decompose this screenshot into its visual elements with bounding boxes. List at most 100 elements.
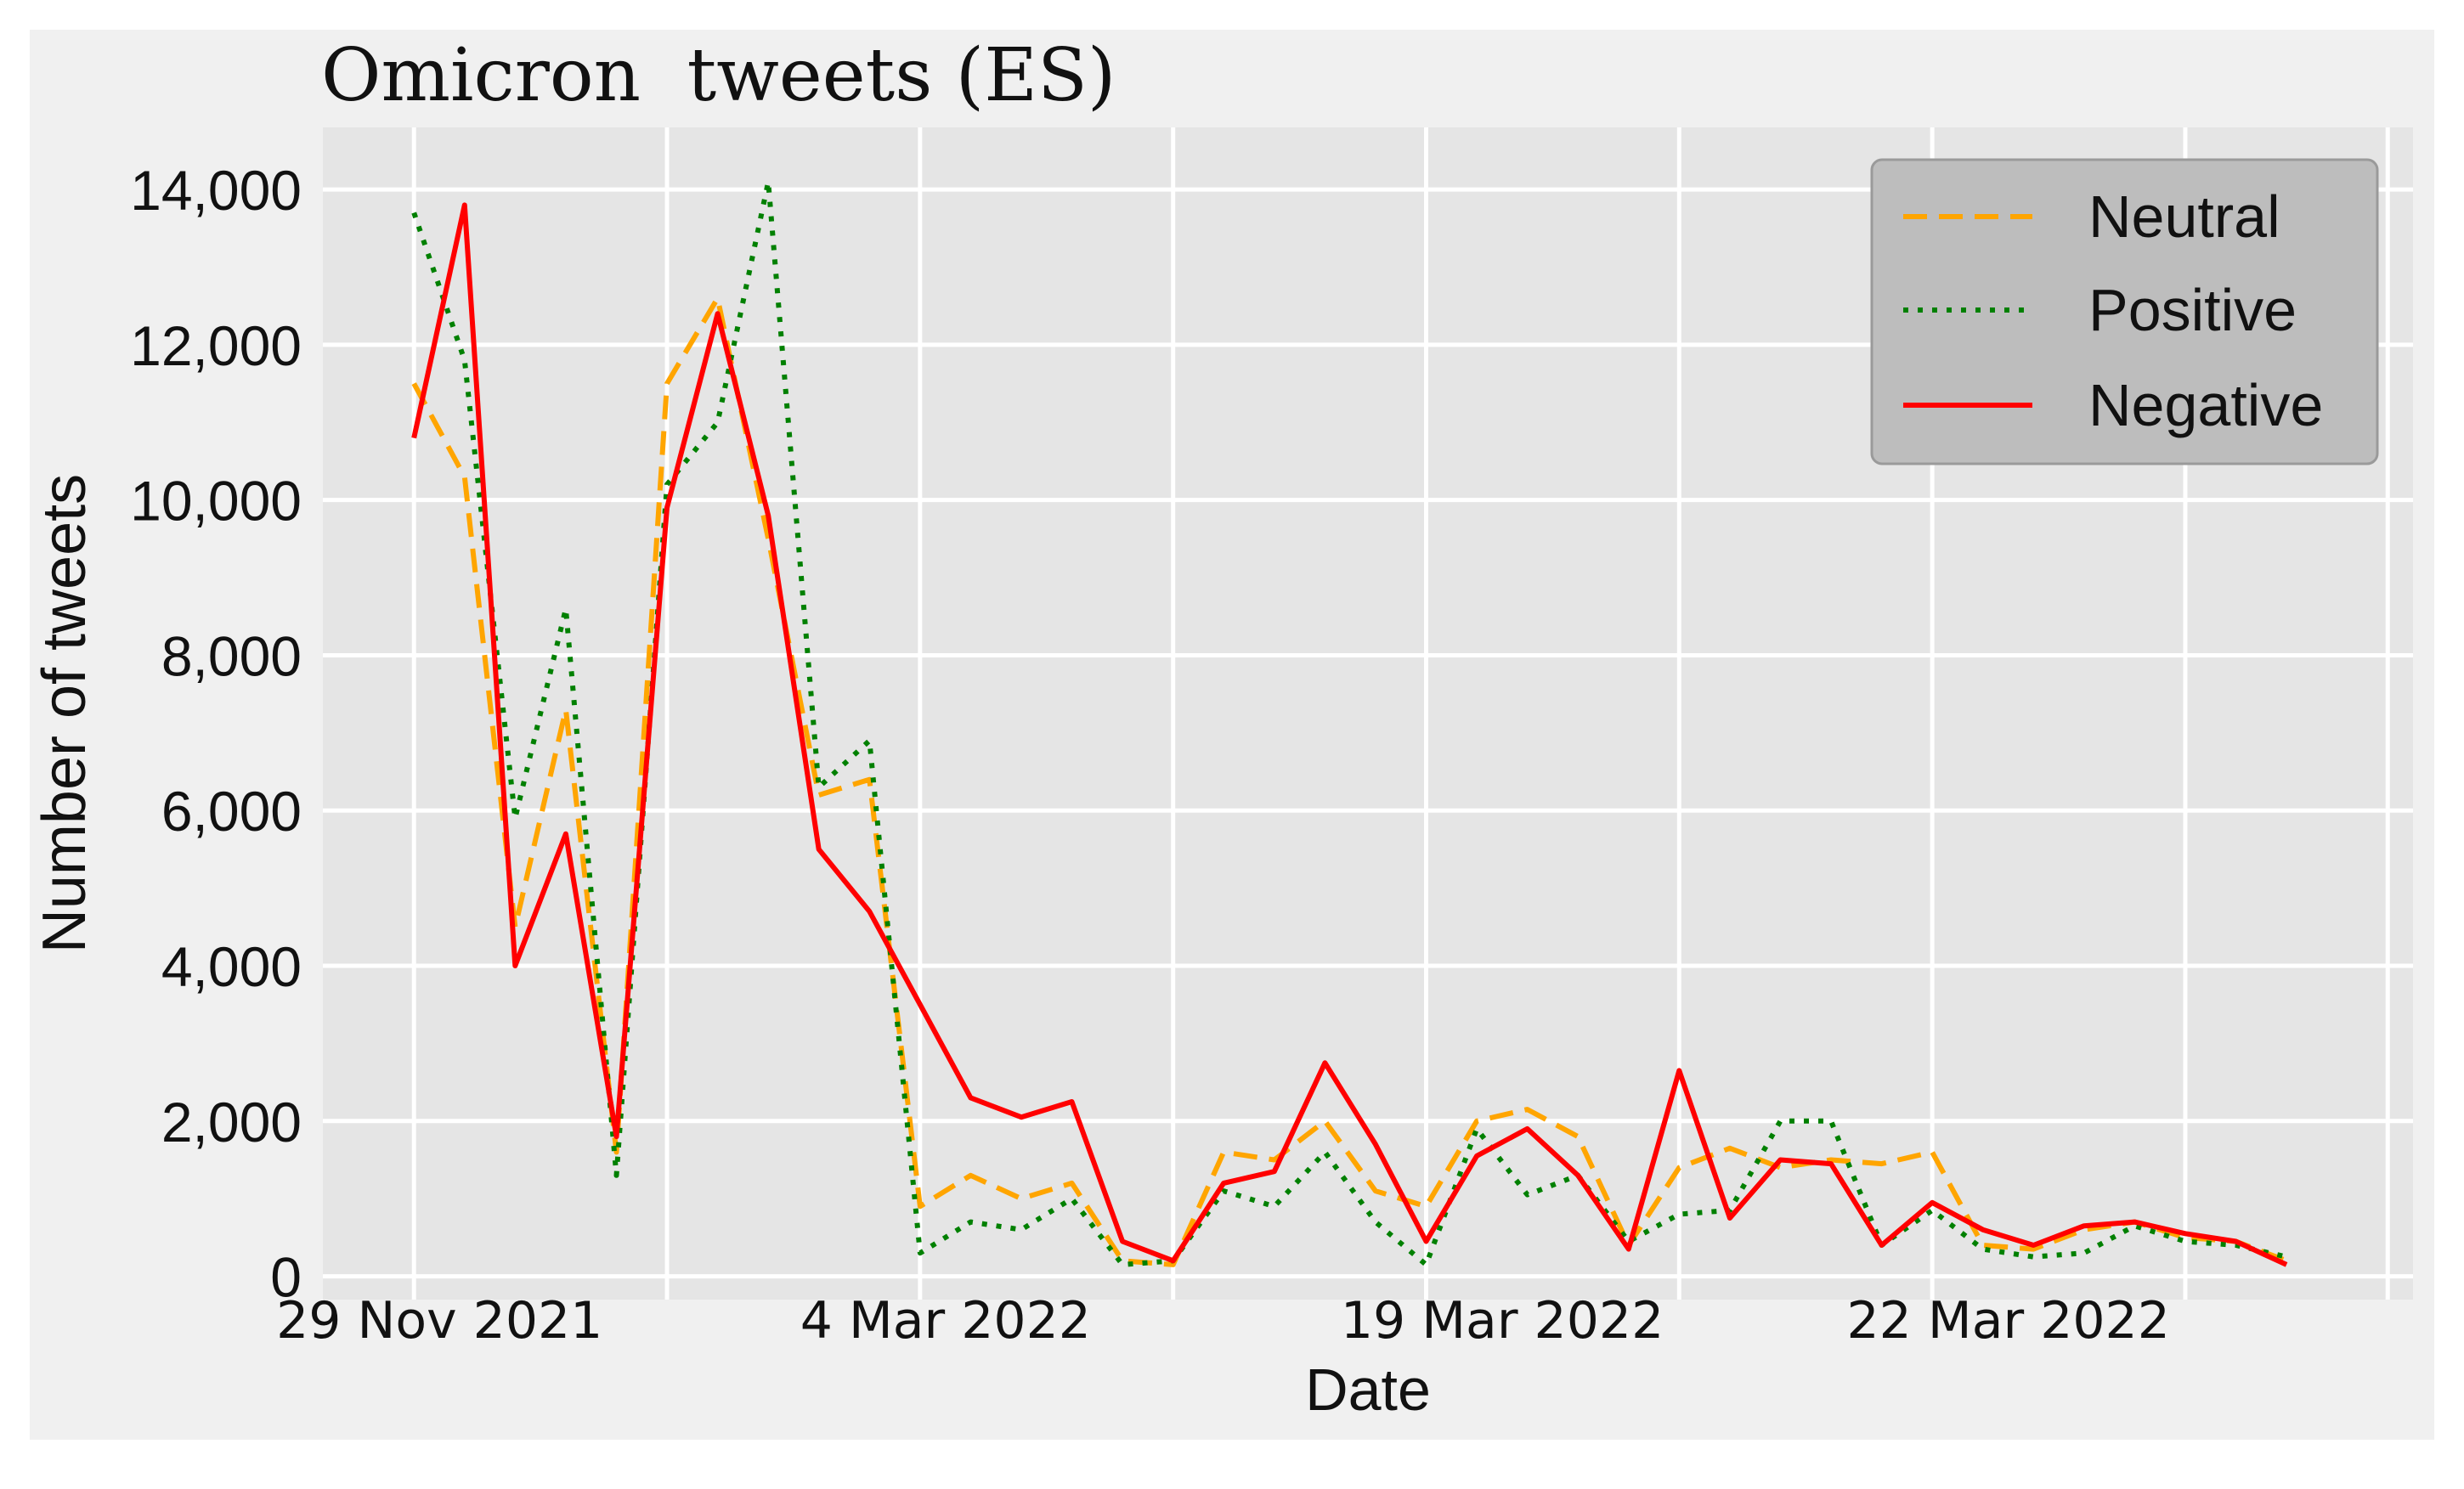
data-point-negative — [1578, 1175, 1579, 1176]
x-tick-label: 4 Mar 2022 — [800, 1291, 1091, 1351]
data-point-positive — [768, 182, 769, 183]
data-point-negative — [2033, 1245, 2034, 1246]
x-tick-labels: 29 Nov 2021 4 Mar 2022 19 Mar 2022 22 Mar 2… — [276, 1291, 2170, 1351]
data-point-neutral — [1831, 1159, 1832, 1160]
data-point-negative — [1679, 1070, 1680, 1071]
data-point-neutral — [616, 1152, 617, 1153]
data-point-positive — [414, 212, 415, 213]
x-axis-label: Date — [1305, 1356, 1431, 1423]
data-point-negative — [1477, 1155, 1478, 1156]
data-point-neutral — [2185, 1237, 2186, 1238]
data-point-negative — [1982, 1229, 1983, 1230]
data-point-positive — [1122, 1264, 1123, 1265]
data-point-positive — [515, 818, 516, 819]
data-point-negative — [1881, 1245, 1882, 1246]
y-tick-label: 2,000 — [161, 1091, 302, 1153]
data-point-positive — [1527, 1194, 1528, 1195]
data-point-negative — [464, 205, 465, 206]
data-point-neutral — [1578, 1136, 1579, 1137]
x-tick-label: 22 Mar 2022 — [1847, 1291, 2170, 1351]
chart-title: Omicron tweets (ES) — [321, 33, 1116, 118]
data-point-neutral — [1477, 1120, 1478, 1121]
data-point-positive — [2185, 1241, 2186, 1242]
data-point-neutral — [818, 795, 819, 796]
data-point-negative — [667, 507, 668, 508]
data-point-neutral — [1982, 1245, 1983, 1246]
data-point-positive — [1375, 1221, 1376, 1222]
data-point-negative — [1527, 1128, 1528, 1129]
series-lines — [411, 179, 2288, 1267]
data-point-positive — [2235, 1245, 2236, 1246]
data-point-neutral — [2083, 1229, 2084, 1230]
data-point-negative — [970, 1097, 971, 1098]
data-point-neutral — [414, 383, 415, 384]
data-point-neutral — [1375, 1191, 1376, 1192]
data-point-negative — [1071, 1102, 1072, 1103]
data-point-negative — [616, 1136, 617, 1137]
data-point-positive — [717, 422, 718, 423]
data-point-negative — [1831, 1164, 1832, 1165]
y-tick-label: 4,000 — [161, 935, 302, 998]
x-tick-label: 19 Mar 2022 — [1341, 1291, 1664, 1351]
data-point-neutral — [970, 1175, 971, 1176]
data-point-negative — [2083, 1226, 2084, 1227]
data-point-negative — [2185, 1233, 2186, 1234]
data-point-positive — [2033, 1256, 2034, 1257]
series-line-positive — [411, 179, 2287, 1267]
data-point-neutral — [869, 779, 870, 780]
data-point-positive — [2286, 1256, 2287, 1257]
data-point-neutral — [1932, 1152, 1933, 1153]
data-point-neutral — [717, 298, 718, 299]
data-point-neutral — [1679, 1167, 1680, 1168]
x-tick-label: 29 Nov 2021 — [276, 1291, 602, 1351]
data-point-neutral — [1071, 1182, 1072, 1183]
data-point-positive — [2083, 1253, 2084, 1254]
data-point-negative — [919, 1004, 920, 1005]
series-line-neutral — [411, 296, 2288, 1267]
data-point-negative — [1780, 1159, 1781, 1160]
legend-label-positive: Positive — [2088, 277, 2297, 343]
y-tick-label: 6,000 — [161, 780, 302, 843]
data-point-negative — [565, 833, 566, 834]
data-point-positive — [1780, 1120, 1781, 1121]
data-point-neutral — [1426, 1206, 1427, 1207]
data-point-negative — [1426, 1241, 1427, 1242]
data-point-neutral — [1780, 1167, 1781, 1168]
data-point-positive — [1426, 1264, 1427, 1265]
data-point-negative — [1729, 1218, 1730, 1219]
series-line-negative — [411, 202, 2288, 1267]
y-tick-label: 8,000 — [161, 624, 302, 687]
y-tick-labels: 0 2,000 4,000 6,000 8,000 10,000 12,000 14,000 — [130, 159, 302, 1308]
y-tick-label: 0 — [270, 1246, 302, 1309]
data-point-positive — [1831, 1120, 1832, 1121]
data-point-positive — [667, 484, 668, 485]
data-point-negative — [1122, 1241, 1123, 1242]
data-point-positive — [464, 360, 465, 361]
legend: Neutral Positive Negative — [1870, 158, 2379, 465]
y-tick-label: 10,000 — [130, 470, 302, 533]
data-point-neutral — [565, 709, 566, 710]
data-point-positive — [970, 1221, 971, 1222]
y-tick-label: 12,000 — [130, 314, 302, 377]
data-point-neutral — [667, 383, 668, 384]
data-point-negative — [414, 437, 415, 438]
data-point-negative — [1021, 1117, 1022, 1118]
y-tick-label: 14,000 — [130, 159, 302, 222]
data-point-negative — [2134, 1221, 2135, 1222]
data-point-positive — [616, 1175, 617, 1176]
y-axis-label: Number of tweets — [31, 474, 99, 953]
legend-label-neutral: Neutral — [2088, 183, 2280, 250]
data-point-negative — [2286, 1264, 2287, 1265]
legend-box — [1870, 158, 2379, 465]
data-point-positive — [919, 1253, 920, 1254]
data-point-negative — [1932, 1202, 1933, 1203]
legend-label-negative: Negative — [2088, 372, 2323, 438]
data-point-negative — [869, 911, 870, 912]
data-point-negative — [515, 966, 516, 967]
data-point-negative — [717, 313, 718, 314]
data-point-neutral — [1881, 1164, 1882, 1165]
data-point-positive — [1679, 1214, 1680, 1215]
data-point-positive — [1021, 1229, 1022, 1230]
